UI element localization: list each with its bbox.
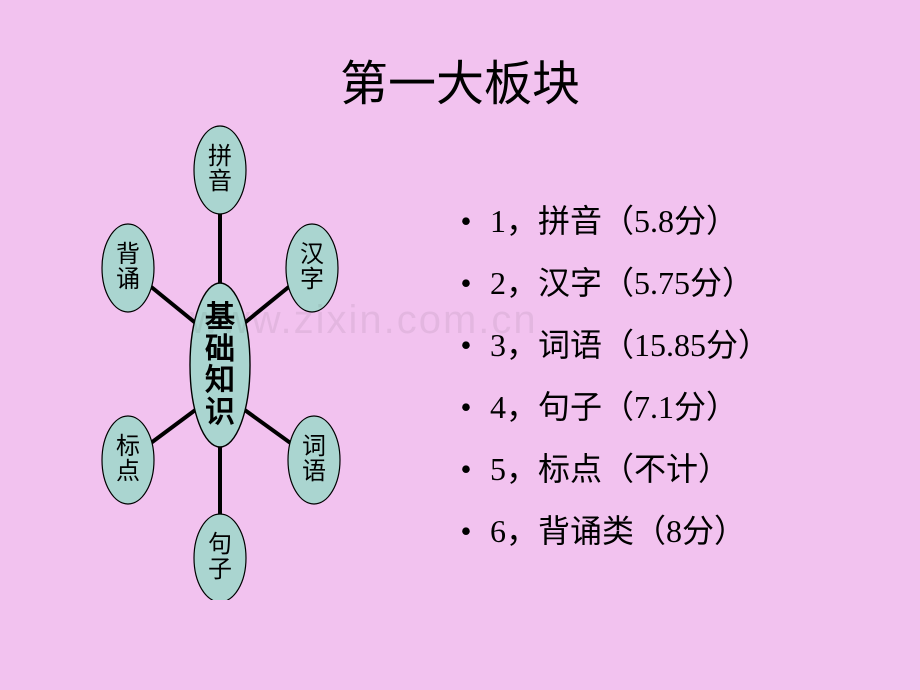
list-item-text: 4，句子（7.1分） [482, 389, 738, 425]
diagram-node-label-juzi: 句子 [194, 514, 246, 602]
bullet-icon: • [450, 500, 482, 562]
diagram-node-label-beisong: 背诵 [102, 224, 154, 312]
list-item: • 5，标点（不计） [450, 438, 770, 500]
list-item-text: 5，标点（不计） [482, 451, 730, 487]
bullet-icon: • [450, 376, 482, 438]
score-list: • 1，拼音（5.8分）• 2，汉字（5.75分）• 3，词语（15.85分）•… [450, 190, 770, 562]
diagram-node-label-biaodian: 标点 [102, 416, 154, 504]
list-item-text: 1，拼音（5.8分） [482, 203, 738, 239]
list-item-text: 6，背诵类（8分） [482, 513, 746, 549]
diagram-node-label-hanzi: 汉字 [286, 224, 338, 312]
list-item: • 3，词语（15.85分） [450, 314, 770, 376]
bullet-icon: • [450, 438, 482, 500]
diagram-node-label-pinyin: 拼音 [194, 126, 246, 214]
concept-diagram: 基础知识 拼音汉字词语句子标点 背诵 [60, 120, 380, 600]
list-item: • 4，句子（7.1分） [450, 376, 770, 438]
bullet-icon: • [450, 190, 482, 252]
diagram-node-label-ciyu: 词语 [288, 416, 340, 504]
slide-title: 第一大板块 [0, 44, 920, 114]
list-item-text: 3，词语（15.85分） [482, 327, 770, 363]
list-item: • 2，汉字（5.75分） [450, 252, 770, 314]
list-item: • 6，背诵类（8分） [450, 500, 770, 562]
diagram-center-label: 基础知识 [190, 283, 250, 447]
list-item-text: 2，汉字（5.75分） [482, 265, 754, 301]
bullet-icon: • [450, 314, 482, 376]
list-item: • 1，拼音（5.8分） [450, 190, 770, 252]
slide-root: 第一大板块 基础知识拼音汉字词语句子标点背诵 • 1，拼音（5.8分）• 2，汉… [0, 0, 920, 690]
bullet-icon: • [450, 252, 482, 314]
